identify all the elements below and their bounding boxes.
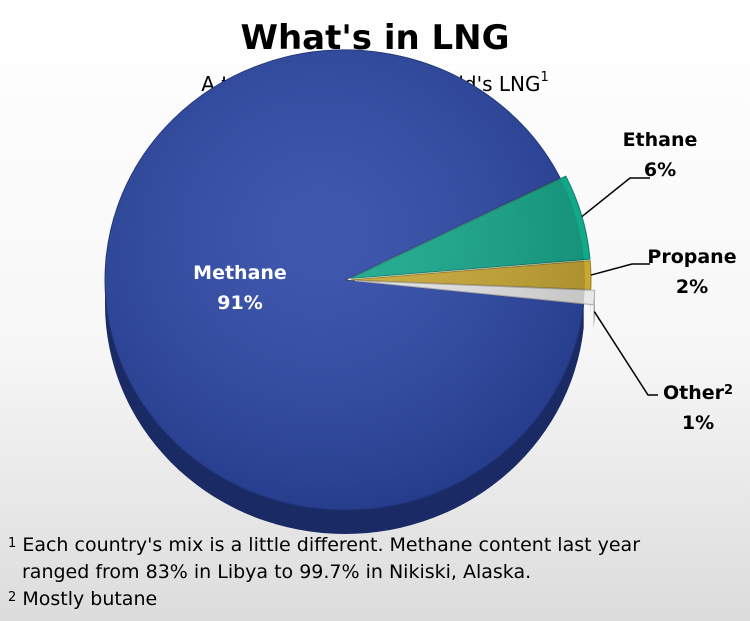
label-other: Other2 1% [648,378,748,438]
footnote-2-mark: 2 [8,590,17,605]
footnote-1-line1: Each country's mix is a little different… [22,534,641,556]
label-other-name: Other2 [648,378,748,408]
label-other-footnote-mark: 2 [723,383,734,398]
footnote-2-line1: Mostly butane [22,588,158,610]
leader-line-other [593,311,658,396]
label-propane: Propane 2% [637,242,747,302]
label-methane-name: Methane [193,262,287,284]
footnote-1-line2: ranged from 83% in Libya to 99.7% in Nik… [22,561,532,583]
footnote-2: 2 Mostly butane [8,586,640,613]
footnotes: 1 Each country's mix is a little differe… [8,532,640,613]
leader-line-propane [590,263,650,276]
label-other-text: Other [662,382,724,404]
footnote-1-continued: ranged from 83% in Libya to 99.7% in Nik… [8,559,640,586]
pie-layer [104,49,596,534]
label-propane-value: 2% [675,276,709,298]
label-ethane: Ethane 6% [610,125,710,185]
label-ethane-value: 6% [643,159,677,181]
label-methane-value: 91% [217,292,263,314]
label-propane-name: Propane [647,246,737,268]
footnote-1: 1 Each country's mix is a little differe… [8,532,640,559]
leader-line-ethane [581,177,650,218]
label-methane: Methane 91% [185,258,295,318]
label-other-value: 1% [681,412,715,434]
leader-lines [581,177,658,396]
label-ethane-name: Ethane [622,129,698,151]
footnote-1-mark: 1 [8,536,17,551]
